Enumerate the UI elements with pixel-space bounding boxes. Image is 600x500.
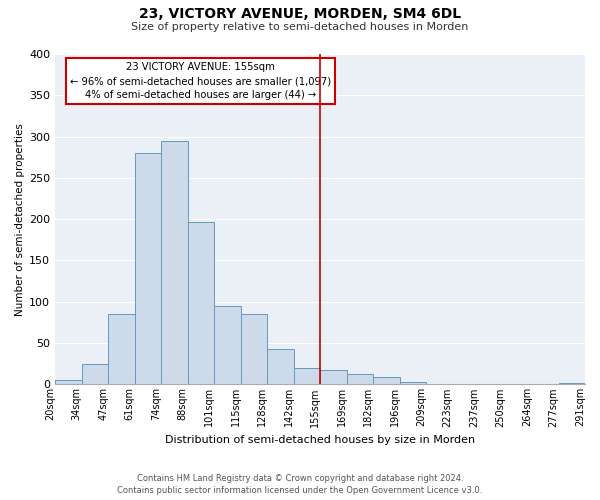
Y-axis label: Number of semi-detached properties: Number of semi-detached properties xyxy=(15,123,25,316)
Text: Contains HM Land Registry data © Crown copyright and database right 2024.
Contai: Contains HM Land Registry data © Crown c… xyxy=(118,474,482,495)
Bar xyxy=(161,140,188,384)
Bar xyxy=(82,364,108,384)
Bar xyxy=(188,222,214,384)
Bar xyxy=(214,306,241,384)
X-axis label: Distribution of semi-detached houses by size in Morden: Distribution of semi-detached houses by … xyxy=(165,435,475,445)
Bar xyxy=(267,349,293,384)
Bar xyxy=(108,314,134,384)
Bar xyxy=(373,377,400,384)
Bar xyxy=(347,374,373,384)
Text: 23, VICTORY AVENUE, MORDEN, SM4 6DL: 23, VICTORY AVENUE, MORDEN, SM4 6DL xyxy=(139,8,461,22)
Bar xyxy=(320,370,347,384)
Bar xyxy=(559,382,585,384)
Bar xyxy=(134,153,161,384)
Bar xyxy=(400,382,426,384)
Text: 23 VICTORY AVENUE: 155sqm
← 96% of semi-detached houses are smaller (1,097)
4% o: 23 VICTORY AVENUE: 155sqm ← 96% of semi-… xyxy=(70,62,331,100)
Text: Size of property relative to semi-detached houses in Morden: Size of property relative to semi-detach… xyxy=(131,22,469,32)
Bar xyxy=(241,314,267,384)
Bar xyxy=(55,380,82,384)
Bar xyxy=(293,368,320,384)
